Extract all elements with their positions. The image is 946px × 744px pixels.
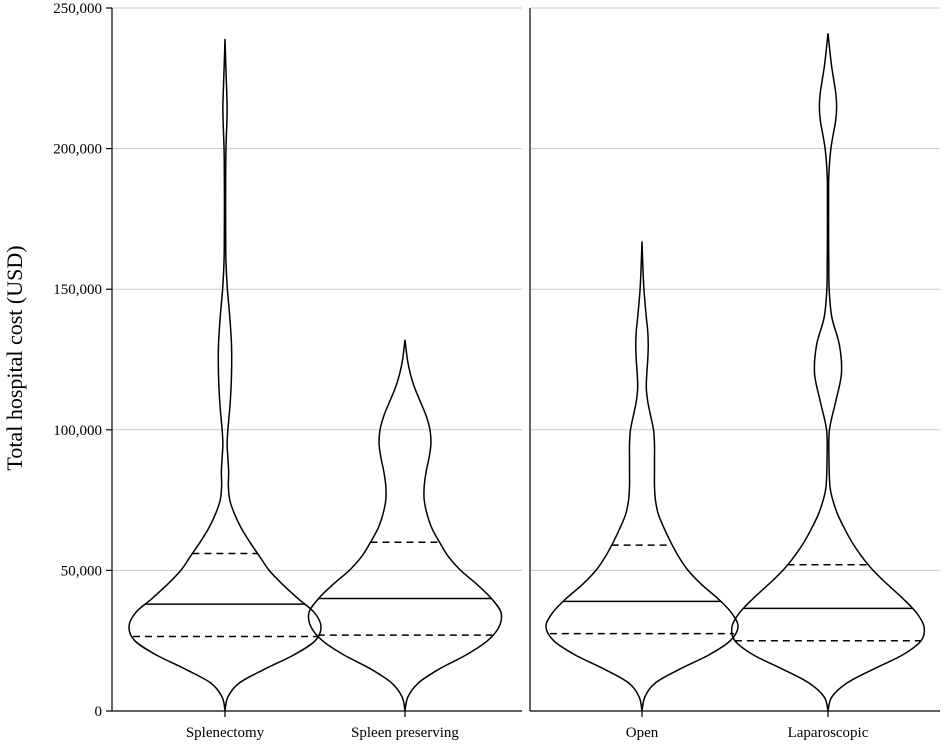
y-tick-label: 0 [95,704,103,720]
y-tick-label: 200,000 [53,142,102,158]
x-tick-label: Open [626,725,659,741]
y-axis-ticks: 0 50,000 100,000 150,000 200,000 250,000 [53,1,112,720]
y-tick-label: 150,000 [53,282,102,298]
x-axis-ticks: Splenectomy Spleen preserving Open Laparosc… [186,711,869,741]
y-tick-label: 250,000 [53,1,102,17]
gridlines [112,7,940,571]
y-tick-label: 50,000 [61,563,102,579]
x-tick-label: Splenectomy [186,725,265,741]
violin-laparoscopic [730,33,926,714]
violin-spleen-preserving [307,339,503,712]
x-tick-label: Spleen preserving [351,725,459,741]
y-axis-label: Total hospital cost (USD) [2,245,27,470]
x-tick-label: Laparoscopic [788,725,869,741]
y-tick-label: 100,000 [53,423,102,439]
violins [128,33,926,714]
violin-splenectomy [128,38,322,712]
axes-frame [111,8,940,712]
violin-open [545,241,739,712]
